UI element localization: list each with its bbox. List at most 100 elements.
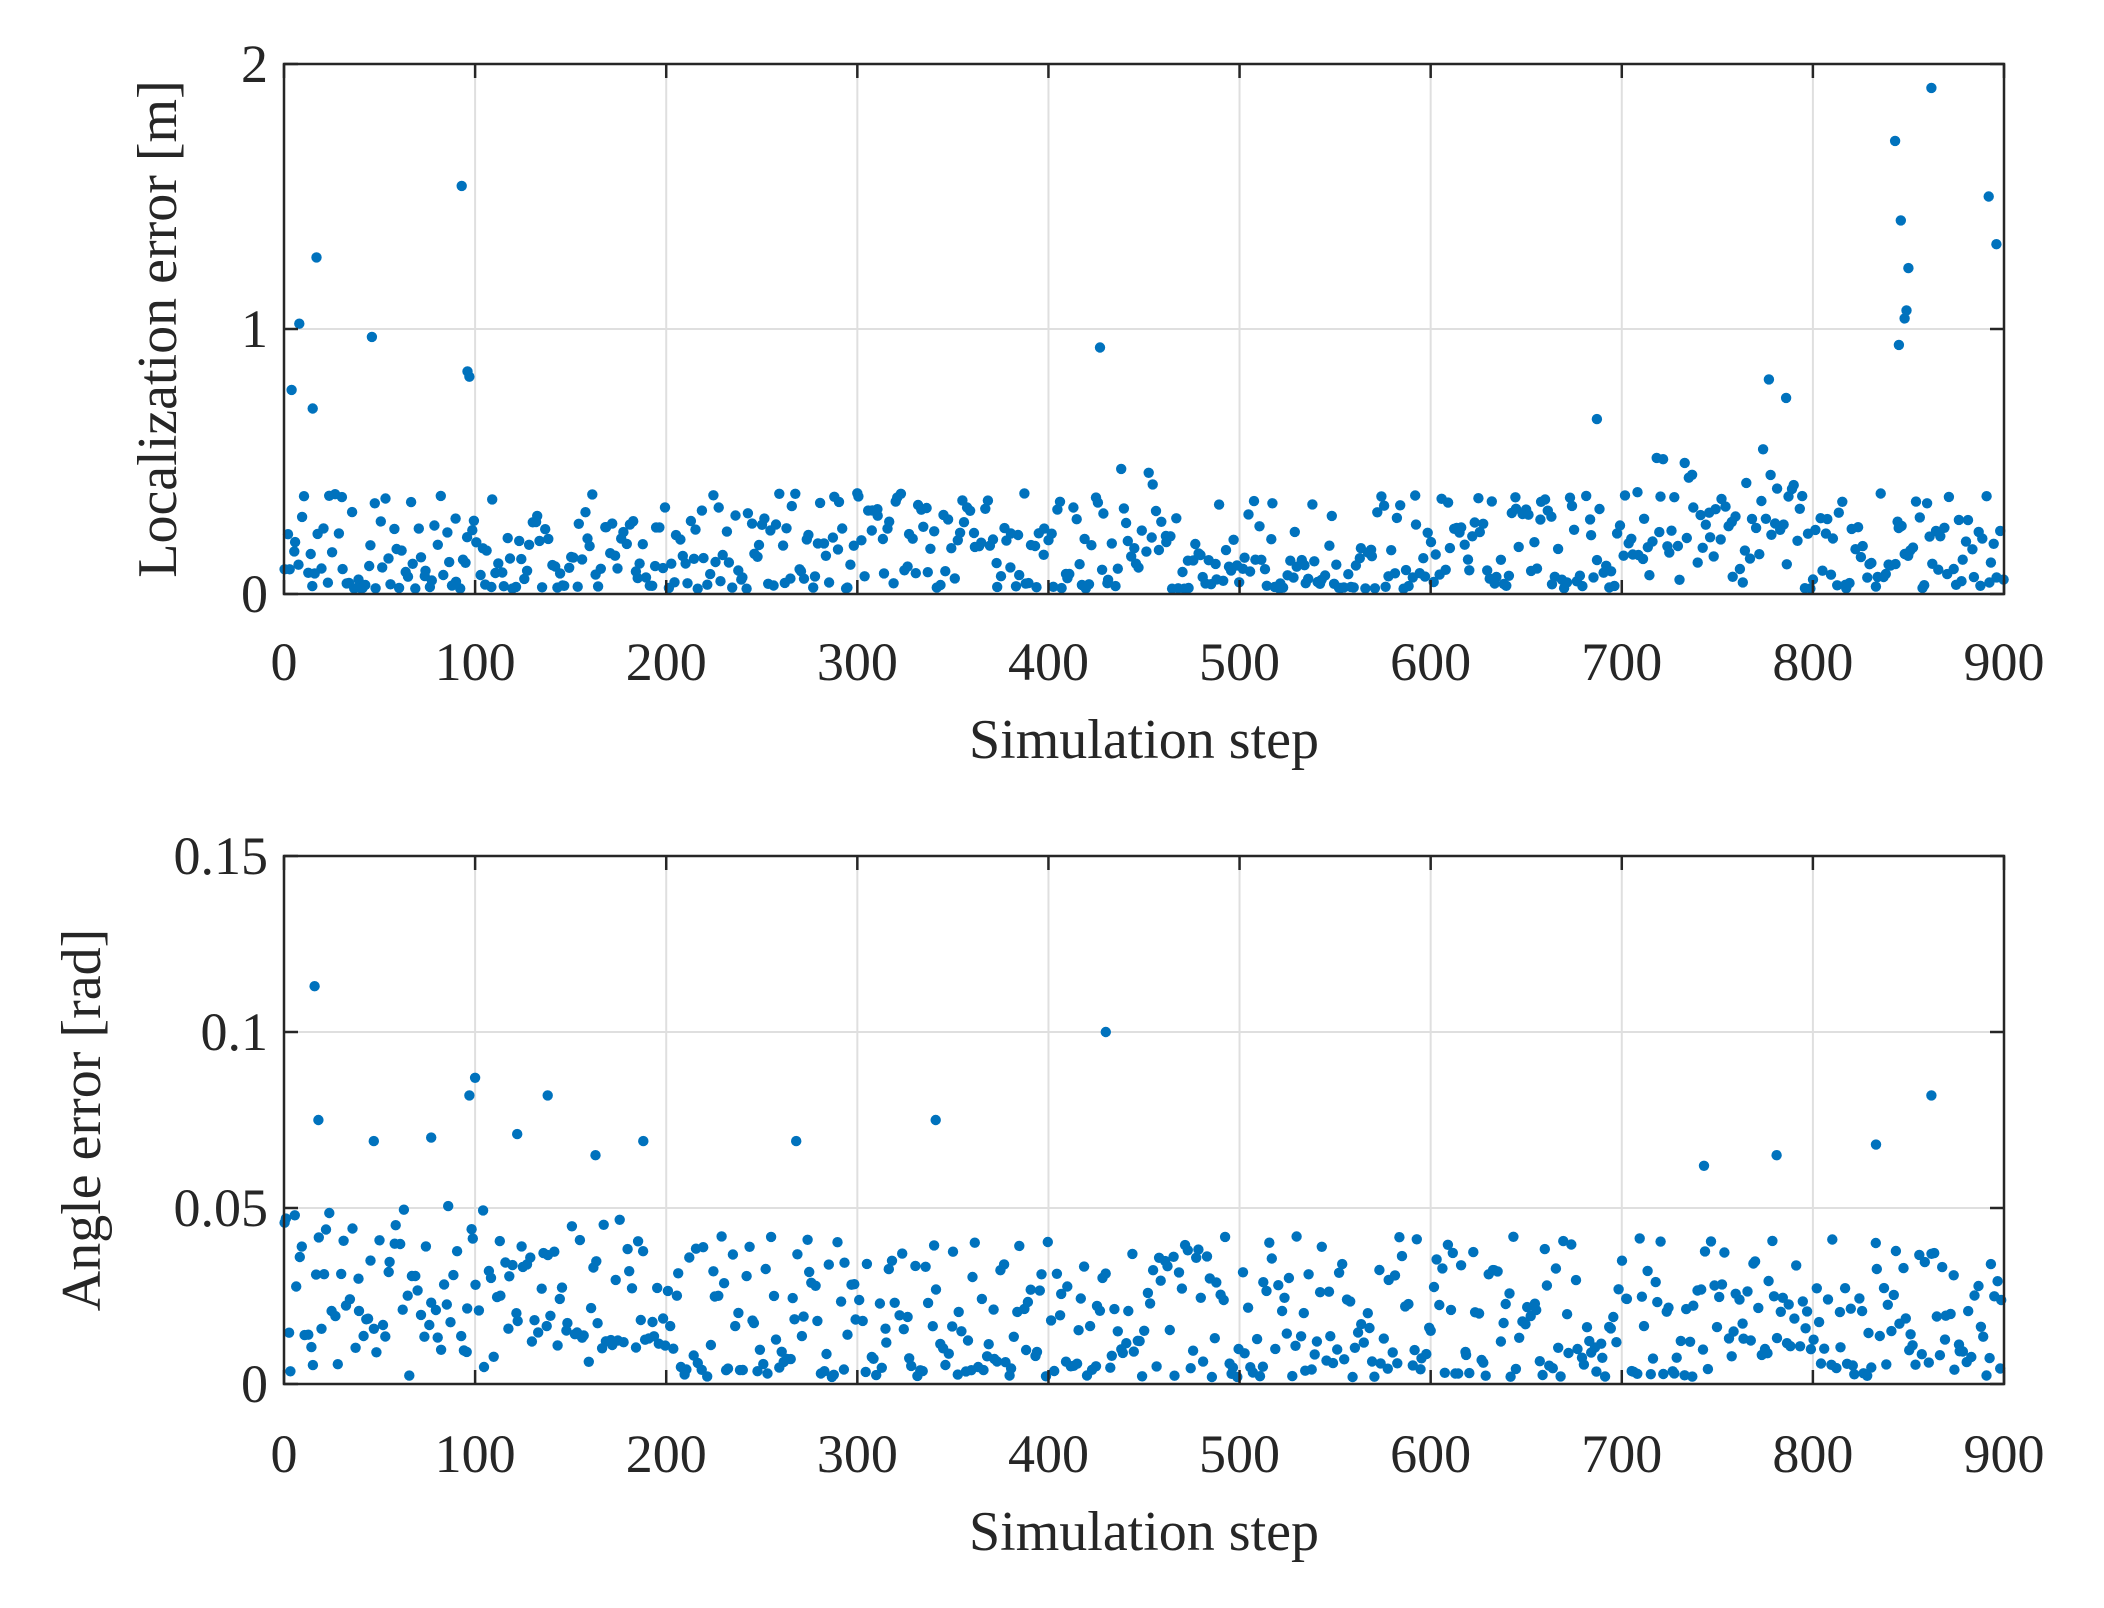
data-point bbox=[584, 540, 595, 552]
data-point bbox=[943, 1348, 954, 1359]
data-point bbox=[1400, 564, 1412, 576]
data-point bbox=[1572, 1343, 1583, 1355]
data-point bbox=[475, 569, 486, 581]
data-point bbox=[1486, 496, 1498, 507]
data-point bbox=[1637, 553, 1649, 565]
data-point bbox=[525, 1252, 536, 1263]
data-point bbox=[498, 581, 509, 592]
data-point bbox=[1931, 1311, 1943, 1322]
data-point bbox=[1983, 191, 1994, 202]
data-point bbox=[722, 1363, 734, 1374]
data-point bbox=[634, 558, 645, 569]
data-point bbox=[1621, 1293, 1633, 1305]
data-point bbox=[1421, 1348, 1432, 1360]
data-point bbox=[839, 1257, 850, 1268]
data-point bbox=[1957, 1346, 1969, 1357]
data-point bbox=[1937, 1261, 1948, 1273]
data-point bbox=[632, 1236, 644, 1247]
data-point bbox=[1771, 483, 1783, 494]
data-point bbox=[1716, 1279, 1728, 1290]
data-point bbox=[1347, 1371, 1358, 1383]
y-tick-label: 0 bbox=[241, 1354, 268, 1414]
data-point bbox=[1762, 1348, 1773, 1359]
data-point bbox=[344, 1294, 356, 1305]
data-point bbox=[781, 523, 792, 534]
data-point bbox=[1464, 565, 1475, 576]
data-point bbox=[1671, 1352, 1682, 1363]
data-point bbox=[1794, 1341, 1806, 1352]
x-tick-label: 300 bbox=[817, 1424, 898, 1484]
data-point bbox=[930, 1114, 941, 1126]
data-point bbox=[798, 1311, 809, 1322]
data-point bbox=[1716, 493, 1727, 505]
data-point bbox=[1440, 564, 1451, 575]
data-point bbox=[1789, 1313, 1800, 1324]
data-point bbox=[1791, 1260, 1802, 1271]
data-point bbox=[618, 526, 629, 538]
data-point bbox=[737, 1364, 748, 1376]
angle-ticks: 0 100 200 300 400 500 600 700 800 900 0 0.05 0.1 0.15 bbox=[174, 826, 2045, 1484]
data-point bbox=[1442, 1239, 1454, 1251]
data-point bbox=[837, 523, 848, 534]
data-point bbox=[630, 1342, 642, 1353]
data-point bbox=[1856, 1305, 1868, 1317]
data-point bbox=[962, 1335, 974, 1346]
data-point bbox=[1094, 342, 1106, 353]
data-point bbox=[1360, 583, 1371, 594]
data-point bbox=[1898, 1262, 1909, 1274]
x-tick-label: 200 bbox=[626, 1424, 707, 1484]
data-point bbox=[313, 1232, 324, 1243]
data-point bbox=[336, 1268, 347, 1280]
data-point bbox=[1191, 1252, 1202, 1264]
data-point bbox=[774, 488, 785, 499]
data-point bbox=[460, 557, 471, 568]
data-point bbox=[1679, 457, 1690, 469]
data-point bbox=[1599, 1371, 1611, 1382]
data-point bbox=[1563, 1347, 1574, 1359]
data-point bbox=[429, 520, 440, 531]
data-point bbox=[1875, 488, 1886, 499]
data-point bbox=[698, 552, 709, 564]
data-point bbox=[1692, 557, 1703, 568]
data-point bbox=[698, 1242, 709, 1253]
data-point bbox=[1810, 524, 1821, 536]
data-point bbox=[559, 580, 570, 591]
data-point bbox=[1581, 1322, 1593, 1333]
data-point bbox=[1529, 537, 1540, 548]
data-point bbox=[669, 577, 680, 588]
data-point bbox=[1968, 571, 1980, 583]
data-point bbox=[471, 537, 482, 548]
data-point bbox=[1045, 1315, 1057, 1326]
data-point bbox=[1261, 580, 1273, 591]
data-point bbox=[1960, 536, 1972, 547]
data-point bbox=[612, 563, 623, 574]
x-tick-label: 300 bbox=[817, 632, 898, 692]
data-point bbox=[1445, 1304, 1457, 1316]
data-point bbox=[1116, 463, 1127, 475]
data-point bbox=[922, 567, 933, 578]
data-point bbox=[792, 1249, 803, 1260]
data-point bbox=[791, 1135, 802, 1147]
data-point bbox=[1991, 239, 2002, 250]
data-point bbox=[1086, 540, 1097, 551]
data-point bbox=[1763, 374, 1775, 385]
data-point bbox=[1323, 1286, 1335, 1297]
data-point bbox=[1505, 1371, 1516, 1382]
data-point bbox=[969, 1237, 980, 1248]
data-point bbox=[1914, 512, 1926, 523]
data-point bbox=[1591, 554, 1603, 566]
data-point bbox=[1431, 1254, 1442, 1265]
data-point bbox=[1146, 532, 1157, 543]
data-point bbox=[516, 1241, 527, 1252]
data-point bbox=[866, 525, 877, 536]
data-point bbox=[768, 580, 779, 591]
data-point bbox=[595, 563, 606, 574]
data-point bbox=[1064, 568, 1075, 580]
data-point bbox=[1919, 1256, 1931, 1268]
data-point bbox=[1153, 544, 1165, 556]
data-point bbox=[1378, 500, 1390, 511]
data-point bbox=[821, 1348, 832, 1360]
data-point bbox=[1985, 1258, 1997, 1270]
data-point bbox=[1289, 526, 1301, 538]
data-point bbox=[886, 1255, 898, 1267]
